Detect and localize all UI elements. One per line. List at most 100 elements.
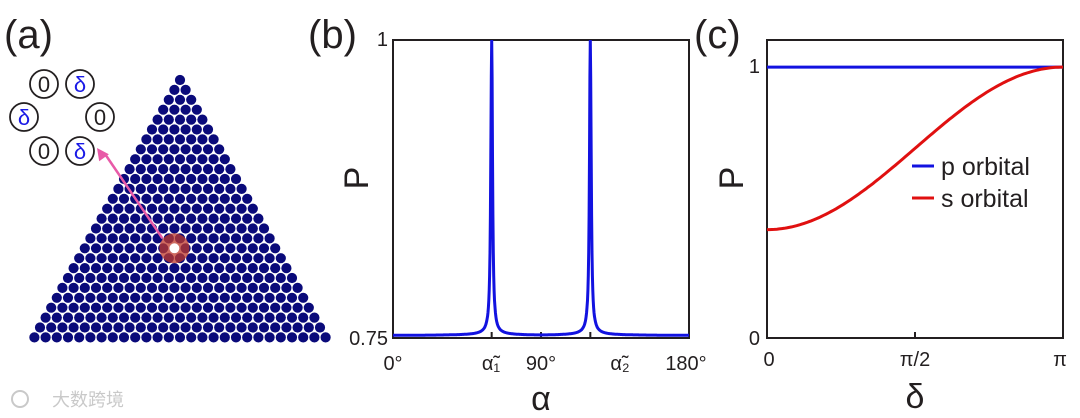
lattice-site xyxy=(180,203,191,214)
lattice-site xyxy=(264,292,275,303)
inset-value-delta: δ xyxy=(74,72,86,97)
panel-c-xtick-pi: π xyxy=(1053,349,1067,371)
lattice-site xyxy=(40,312,51,323)
lattice-site xyxy=(208,272,219,284)
lattice-site xyxy=(79,302,90,313)
lattice-site xyxy=(230,253,242,264)
lattice-site xyxy=(180,84,191,95)
panel-b-xtick-180: 180° xyxy=(665,353,706,375)
panel-b-chart: 1 0.75 0° α̃₁ 90° α̃₂ 180° α P xyxy=(338,29,707,418)
lattice-site xyxy=(135,164,146,175)
lattice-site xyxy=(219,173,230,185)
lattice-site xyxy=(214,223,225,234)
lattice-site xyxy=(298,312,309,323)
lattice-site xyxy=(135,263,146,274)
arrow-head xyxy=(97,148,109,162)
lattice-site xyxy=(158,164,169,175)
lattice-site xyxy=(79,322,90,333)
lattice-site xyxy=(152,193,163,204)
lattice-site xyxy=(174,114,186,125)
lattice-site xyxy=(270,243,281,254)
lattice-site xyxy=(169,124,180,135)
lattice-site xyxy=(202,144,214,155)
lattice-site xyxy=(163,173,174,185)
panel-c-ytick-0: 0 xyxy=(749,328,760,350)
lattice-site xyxy=(169,282,180,293)
lattice-site xyxy=(186,193,197,204)
lattice-site xyxy=(303,302,314,313)
lattice-site xyxy=(107,312,118,323)
lattice-site xyxy=(124,282,135,293)
lattice-site xyxy=(208,312,219,323)
lattice-site xyxy=(124,322,135,333)
lattice-site xyxy=(208,292,219,303)
lattice-site xyxy=(62,312,74,323)
lattice-site xyxy=(186,312,197,323)
lattice-site xyxy=(85,332,96,343)
lattice-site xyxy=(208,332,219,343)
lattice-site xyxy=(135,302,146,313)
lattice-site xyxy=(298,332,309,343)
lattice-site xyxy=(242,193,253,204)
lattice-site xyxy=(230,213,242,224)
panel-b-xtick-alpha2: α̃₂ xyxy=(610,353,629,375)
lattice-site xyxy=(258,302,270,313)
lattice-site xyxy=(180,263,191,274)
lattice-site xyxy=(292,282,303,293)
lattice-site xyxy=(96,253,107,264)
lattice-site xyxy=(102,203,113,214)
lattice-site xyxy=(202,263,214,274)
triangular-lattice xyxy=(29,74,331,343)
lattice-site xyxy=(202,124,214,135)
arrow-shaft xyxy=(103,153,164,240)
watermark-text: 大数跨境 xyxy=(52,390,124,411)
lattice-site xyxy=(85,312,96,323)
lattice-site xyxy=(158,282,169,293)
lattice-site xyxy=(219,193,230,204)
lattice-site xyxy=(202,302,214,313)
lattice-site xyxy=(130,272,141,284)
lattice-site xyxy=(79,282,90,293)
lattice-site xyxy=(281,263,292,274)
lattice-site xyxy=(174,74,186,86)
panel-c-xtick-0: 0 xyxy=(763,349,774,371)
lattice-site xyxy=(174,154,186,165)
lattice-site xyxy=(152,253,163,264)
lattice-site xyxy=(141,173,152,185)
lattice-site xyxy=(208,173,219,185)
lattice-site xyxy=(253,332,264,343)
lattice-site xyxy=(174,332,186,343)
lattice-site xyxy=(180,282,191,293)
lattice-site xyxy=(186,272,197,284)
lattice-site xyxy=(197,173,208,185)
lattice-site xyxy=(40,332,51,343)
lattice-site xyxy=(264,272,275,284)
lattice-site xyxy=(186,94,197,105)
lattice-site xyxy=(130,213,141,224)
lattice-site xyxy=(270,263,281,274)
lattice-site xyxy=(275,312,286,323)
lattice-site xyxy=(96,332,107,343)
lattice-site xyxy=(303,322,314,333)
lattice-site xyxy=(96,292,107,303)
lattice-site xyxy=(247,243,258,254)
lattice-site xyxy=(163,193,174,204)
lattice-site xyxy=(169,203,180,214)
lattice-site xyxy=(146,263,158,274)
lattice-site xyxy=(219,272,230,284)
lattice-site xyxy=(236,243,247,254)
panel-b-xtick-90: 90° xyxy=(526,353,556,375)
lattice-site xyxy=(141,154,152,165)
lattice-site xyxy=(236,223,247,234)
lattice-site xyxy=(102,263,113,274)
lattice-site xyxy=(146,124,158,135)
lattice-site xyxy=(135,243,146,254)
lattice-site xyxy=(130,233,141,244)
lattice-site xyxy=(208,193,219,204)
lattice-site xyxy=(281,322,292,333)
lattice-site xyxy=(51,332,62,343)
lattice-site xyxy=(208,154,219,165)
lattice-site xyxy=(174,94,186,105)
lattice-site xyxy=(79,263,90,274)
lattice-site xyxy=(275,272,286,284)
